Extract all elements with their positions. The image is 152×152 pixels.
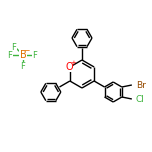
Text: +: + — [70, 60, 76, 66]
Text: F: F — [11, 43, 16, 52]
Text: F: F — [8, 50, 12, 59]
Text: O: O — [65, 62, 73, 72]
Text: Cl: Cl — [136, 95, 145, 104]
Text: F: F — [33, 50, 37, 59]
Text: F: F — [21, 62, 25, 71]
Text: Br: Br — [136, 81, 146, 90]
Text: −: − — [23, 47, 29, 55]
Text: B: B — [20, 50, 26, 60]
